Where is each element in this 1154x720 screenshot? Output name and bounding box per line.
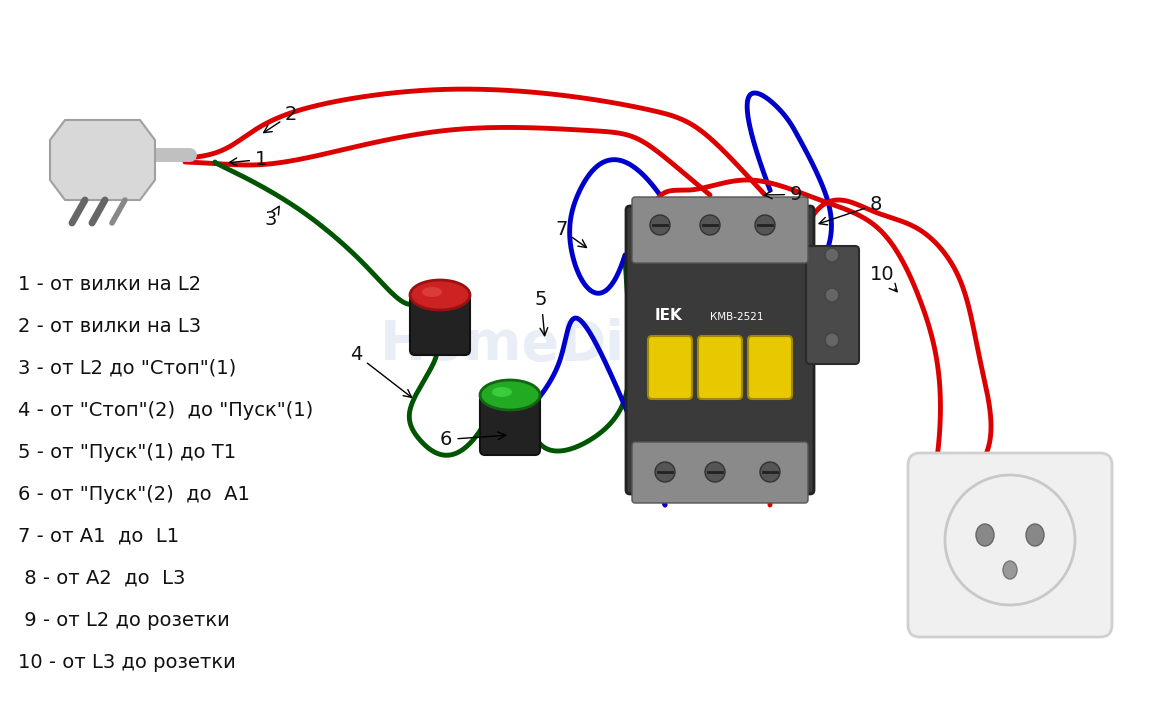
Text: 2: 2 [263,105,298,132]
Text: 7 - от А1  до  L1: 7 - от А1 до L1 [18,527,179,546]
FancyBboxPatch shape [410,295,470,355]
Text: 1: 1 [230,150,268,169]
Text: 5: 5 [535,290,548,336]
Circle shape [760,462,780,482]
Text: 3: 3 [265,207,279,229]
Text: Home: Home [380,318,560,372]
Ellipse shape [976,524,994,546]
Circle shape [655,462,675,482]
Circle shape [825,288,839,302]
Circle shape [825,333,839,347]
FancyBboxPatch shape [908,453,1112,637]
Circle shape [825,248,839,262]
Text: КМВ-2521: КМВ-2521 [710,312,764,322]
Circle shape [700,215,720,235]
Text: 8 - от А2  до  L3: 8 - от А2 до L3 [18,569,186,588]
FancyBboxPatch shape [748,336,792,399]
Text: 4: 4 [350,345,412,397]
Text: 4 - от "Стоп"(2)  до "Пуск"(1): 4 - от "Стоп"(2) до "Пуск"(1) [18,401,313,420]
FancyBboxPatch shape [649,336,692,399]
Text: 6: 6 [440,430,505,449]
Text: 8: 8 [819,195,883,225]
Ellipse shape [422,287,442,297]
Circle shape [650,215,670,235]
Text: 5 - от "Пуск"(1) до Т1: 5 - от "Пуск"(1) до Т1 [18,443,237,462]
Circle shape [755,215,775,235]
Circle shape [705,462,725,482]
Text: 10 - от L3 до розетки: 10 - от L3 до розетки [18,653,235,672]
Ellipse shape [480,380,540,410]
FancyBboxPatch shape [480,395,540,455]
Text: Distr: Distr [560,318,712,372]
FancyBboxPatch shape [632,442,808,503]
Text: 6 - от "Пуск"(2)  до  А1: 6 - от "Пуск"(2) до А1 [18,485,250,504]
Ellipse shape [410,280,470,310]
Ellipse shape [1026,524,1044,546]
Text: 1 - от вилки на L2: 1 - от вилки на L2 [18,275,201,294]
FancyBboxPatch shape [805,246,859,364]
Text: IEK: IEK [655,308,683,323]
Ellipse shape [492,387,512,397]
Ellipse shape [1003,561,1017,579]
Text: 9: 9 [764,185,802,204]
FancyBboxPatch shape [698,336,742,399]
Text: 7: 7 [555,220,586,248]
Polygon shape [50,120,155,200]
Text: 2 - от вилки на L3: 2 - от вилки на L3 [18,317,201,336]
Text: 9 - от L2 до розетки: 9 - от L2 до розетки [18,611,230,630]
Text: 10: 10 [870,265,897,292]
Text: 3 - от L2 до "Стоп"(1): 3 - от L2 до "Стоп"(1) [18,359,237,378]
FancyBboxPatch shape [632,197,808,263]
FancyBboxPatch shape [625,206,814,494]
